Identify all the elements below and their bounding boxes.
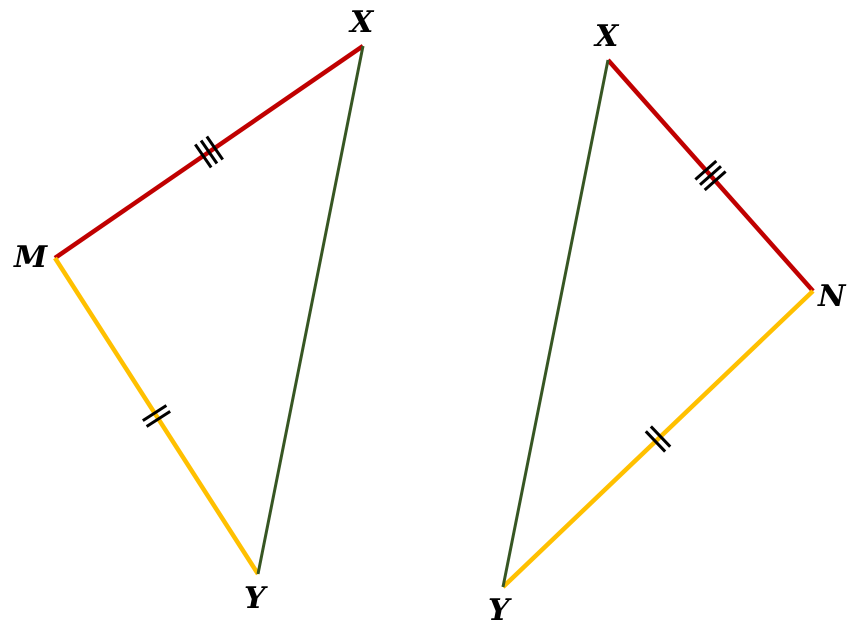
label-Y-left: Y <box>244 581 268 616</box>
tick-mark <box>699 165 722 186</box>
label-X-right: X <box>593 19 620 54</box>
double-tick-NY <box>644 425 672 453</box>
tick-mark <box>142 404 168 422</box>
tick-mark <box>199 139 219 165</box>
tick-mark <box>194 143 213 169</box>
tick-mark <box>644 430 667 453</box>
side-MY <box>53 256 260 576</box>
label-X-left: X <box>348 5 375 40</box>
triple-tick-XN <box>694 159 727 192</box>
left-triangle: X M Y <box>13 5 375 616</box>
tick-mark <box>694 159 718 181</box>
tick-mark <box>703 170 727 192</box>
label-Y-right: Y <box>488 593 512 628</box>
tick-mark <box>145 410 171 428</box>
double-tick-MY <box>142 404 171 428</box>
right-triangle: X N Y <box>488 19 847 628</box>
label-N: N <box>817 279 847 314</box>
side-XY-right <box>501 59 610 588</box>
triple-tick-MX <box>194 135 224 169</box>
tick-mark <box>205 135 224 161</box>
side-XY <box>256 45 365 575</box>
tick-mark <box>649 425 672 448</box>
side-NY <box>501 289 815 589</box>
label-M: M <box>13 240 48 275</box>
